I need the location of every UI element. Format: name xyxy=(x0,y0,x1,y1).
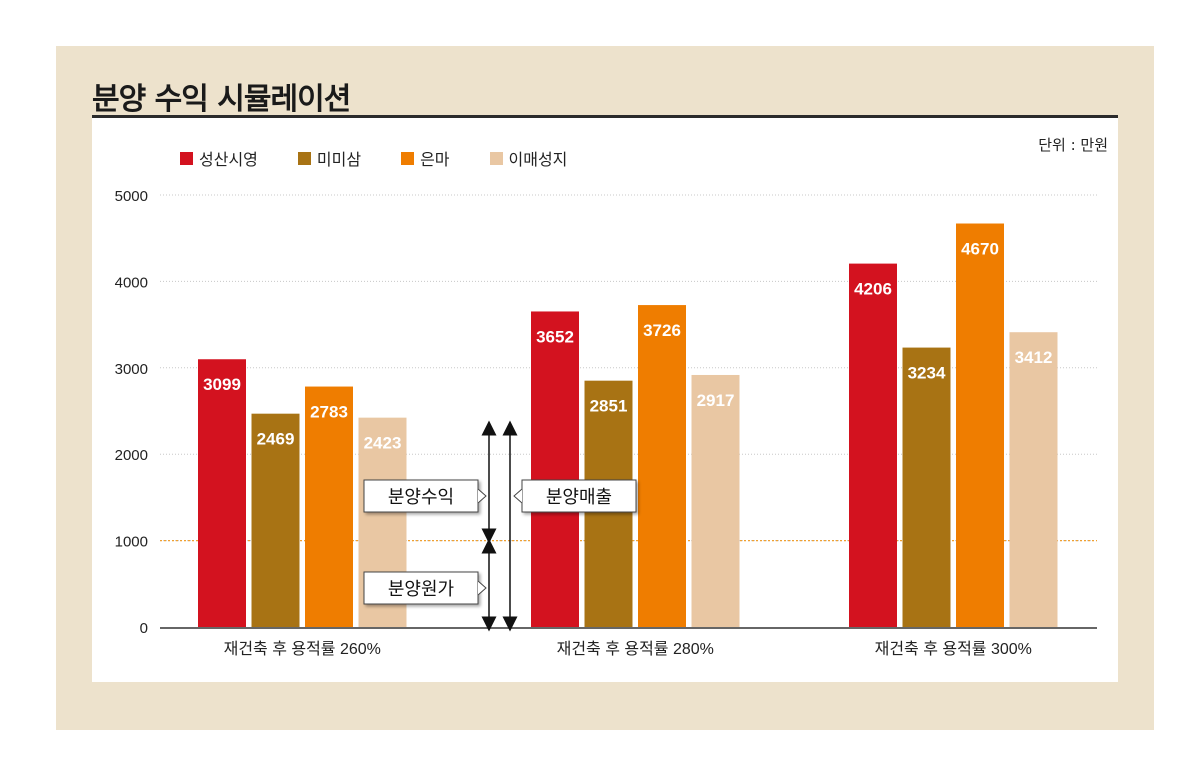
legend-label: 미미삼 xyxy=(316,150,362,169)
legend-item: 이매성지 xyxy=(489,146,568,170)
bar-value-label: 2851 xyxy=(590,397,628,416)
bar-value-label: 3099 xyxy=(203,375,241,394)
y-tick-label: 1000 xyxy=(115,534,148,551)
title-rule xyxy=(92,115,1118,118)
x-tick-label: 재건축 후 용적률 260% xyxy=(224,640,381,658)
cost-callout-pointer xyxy=(477,580,487,596)
legend-swatch xyxy=(297,151,311,165)
bar xyxy=(1009,332,1058,627)
bar xyxy=(691,374,740,627)
bar-value-label: 3234 xyxy=(908,364,946,383)
bar-value-label: 3652 xyxy=(536,327,574,346)
bar xyxy=(638,305,686,627)
chart-title: 분양 수익 시뮬레이션 xyxy=(92,82,351,117)
y-tick-label: 5000 xyxy=(115,188,148,205)
bar-value-label: 4206 xyxy=(854,280,892,299)
legend-item: 성산시영 xyxy=(180,146,258,170)
bar xyxy=(305,386,353,627)
x-tick-label: 재건축 후 용적률 300% xyxy=(875,640,1032,658)
y-tick-label: 2000 xyxy=(115,447,148,464)
legend-swatch xyxy=(401,151,415,165)
x-axis: 재건축 후 용적률 260% 재건축 후 용적률 280% 재건축 후 용적률 30… xyxy=(160,627,1097,658)
bar-value-label: 2469 xyxy=(257,430,295,449)
legend-label: 은마 xyxy=(420,150,450,169)
legend: 성산시영 미미삼 은마 이매성지 xyxy=(180,146,607,170)
cost-callout-box xyxy=(363,571,479,605)
profit-callout-label: 분양수익 xyxy=(388,487,454,507)
legend-swatch xyxy=(489,151,503,165)
bar xyxy=(849,263,897,627)
legend-label: 이매성지 xyxy=(508,150,568,169)
legend-swatch xyxy=(180,151,193,165)
legend-item: 미미삼 xyxy=(297,146,362,170)
revenue-callout-box xyxy=(521,479,637,513)
x-tick-label: 재건축 후 용적률 280% xyxy=(557,640,714,658)
bar xyxy=(531,311,579,627)
bar xyxy=(251,413,300,627)
bar xyxy=(956,223,1004,627)
bars: 3099 2469 2783 2423 3652 2851 3726 2917 4206 3234… xyxy=(198,223,1058,627)
y-axis-ticks: 0 1000 2000 3000 4000 5000 xyxy=(115,188,148,637)
y-tick-label: 0 xyxy=(140,620,148,637)
bar-value-label: 2783 xyxy=(310,403,348,422)
bar-value-label: 3412 xyxy=(1015,348,1053,367)
revenue-callout-label: 분양매출 xyxy=(546,487,612,507)
bar xyxy=(902,347,951,627)
bar-value-label: 3726 xyxy=(643,321,681,340)
cost-callout-label: 분양원가 xyxy=(388,579,454,599)
y-tick-label: 3000 xyxy=(115,361,148,378)
legend-label: 성산시영 xyxy=(199,150,258,169)
revenue-callout-pointer xyxy=(513,488,523,504)
bar-value-label: 4670 xyxy=(961,240,999,259)
annotations: 분양수익 분양매출 분양원가 xyxy=(363,420,637,632)
y-tick-label: 4000 xyxy=(115,274,148,291)
profit-callout-pointer xyxy=(477,488,487,504)
legend-item: 은마 xyxy=(401,146,450,170)
unit-label: 단위 : 만원 xyxy=(1038,136,1108,154)
bar-value-label: 2423 xyxy=(364,434,402,453)
bar xyxy=(198,359,246,627)
bar-value-label: 2917 xyxy=(697,391,735,410)
